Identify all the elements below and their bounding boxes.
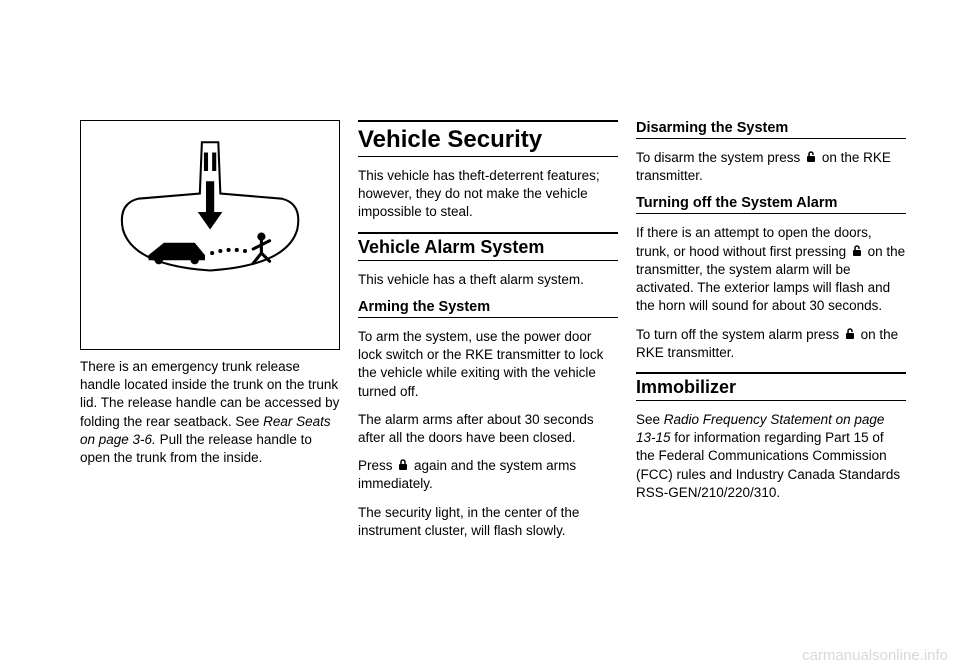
arming-p4: The security light, in the center of the… bbox=[358, 504, 618, 540]
disarming-p1: To disarm the system press on the RKE tr… bbox=[636, 149, 906, 185]
page-content: There is an emergency trunk release hand… bbox=[0, 0, 960, 560]
immob-p1a: See bbox=[636, 412, 664, 427]
alarm-intro: This vehicle has a theft alarm system. bbox=[358, 271, 618, 289]
heading-disarming: Disarming the System bbox=[636, 120, 906, 139]
column-2: Vehicle Security This vehicle has theft-… bbox=[358, 120, 618, 540]
unlock-icon bbox=[843, 327, 857, 341]
unlock-icon bbox=[804, 150, 818, 164]
turnoff-p2a: To turn off the system alarm press bbox=[636, 327, 843, 342]
arming-p3a: Press bbox=[358, 458, 396, 473]
security-intro: This vehicle has theft-deterrent feature… bbox=[358, 167, 618, 222]
watermark: carmanualsonline.info bbox=[802, 647, 948, 664]
unlock-icon bbox=[850, 244, 864, 258]
heading-turnoff-alarm: Turning off the System Alarm bbox=[636, 195, 906, 214]
turnoff-p1a: If there is an attempt to open the doors… bbox=[636, 225, 872, 258]
turnoff-p1: If there is an attempt to open the doors… bbox=[636, 224, 906, 315]
column-3: Disarming the System To disarm the syste… bbox=[636, 120, 906, 502]
heading-arming: Arming the System bbox=[358, 299, 618, 318]
heading-immobilizer: Immobilizer bbox=[636, 372, 906, 401]
lock-icon bbox=[396, 458, 410, 472]
disarming-p1a: To disarm the system press bbox=[636, 150, 804, 165]
turnoff-p2: To turn off the system alarm press on th… bbox=[636, 326, 906, 362]
trunk-handle-icon bbox=[94, 132, 326, 337]
arming-p1: To arm the system, use the power door lo… bbox=[358, 328, 618, 401]
heading-vehicle-security: Vehicle Security bbox=[358, 120, 618, 157]
trunk-release-illustration bbox=[80, 120, 340, 350]
immob-p1b: for information regarding Part 15 of the… bbox=[636, 430, 900, 500]
immobilizer-p1: See Radio Frequency Statement on page 13… bbox=[636, 411, 906, 502]
column-1: There is an emergency trunk release hand… bbox=[80, 120, 340, 467]
arming-p2: The alarm arms after about 30 seconds af… bbox=[358, 411, 618, 447]
trunk-release-caption: There is an emergency trunk release hand… bbox=[80, 358, 340, 467]
arming-p3: Press again and the system arms immediat… bbox=[358, 457, 618, 493]
heading-vehicle-alarm: Vehicle Alarm System bbox=[358, 232, 618, 261]
